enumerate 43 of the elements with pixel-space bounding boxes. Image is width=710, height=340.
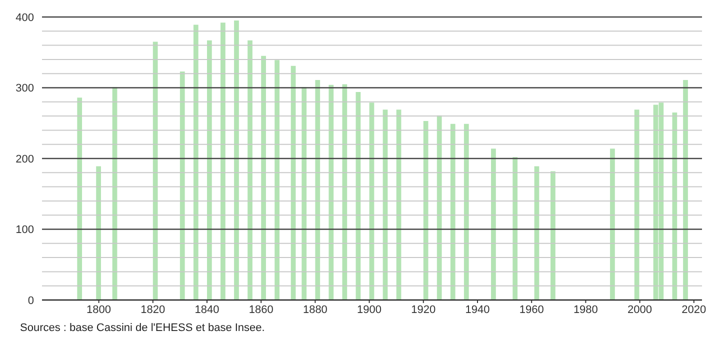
bar bbox=[315, 80, 320, 300]
x-tick-label: 1980 bbox=[573, 304, 598, 316]
x-tick-label: 1800 bbox=[86, 304, 112, 316]
bar bbox=[328, 84, 334, 300]
bar bbox=[683, 80, 688, 300]
y-tick-label: 300 bbox=[16, 82, 34, 95]
bar bbox=[274, 60, 280, 300]
bar bbox=[302, 87, 307, 300]
bar bbox=[491, 148, 496, 300]
x-tick-label: 1840 bbox=[194, 304, 220, 316]
x-tick-label: 1820 bbox=[140, 304, 166, 316]
bar bbox=[193, 24, 198, 300]
y-tick-label: 0 bbox=[28, 294, 34, 307]
x-tick-label: 1860 bbox=[248, 304, 274, 316]
y-tick-label: 200 bbox=[16, 153, 34, 166]
bar bbox=[77, 98, 82, 300]
bar bbox=[234, 20, 239, 300]
bar bbox=[450, 124, 456, 300]
bar bbox=[550, 171, 556, 300]
bar bbox=[342, 84, 348, 300]
bar bbox=[248, 40, 252, 300]
x-tick-label: 1880 bbox=[302, 304, 328, 316]
y-tick-label: 400 bbox=[16, 12, 34, 24]
bar bbox=[261, 56, 266, 300]
x-tick-label: 1940 bbox=[465, 304, 490, 316]
bar bbox=[152, 42, 158, 300]
bar bbox=[207, 40, 212, 300]
source-note: Sources : base Cassini de l'EHESS et base Insee. bbox=[20, 322, 266, 335]
bar bbox=[610, 148, 615, 300]
x-tick-label: 2020 bbox=[682, 304, 706, 316]
x-tick-label: 1900 bbox=[357, 304, 382, 316]
bar bbox=[220, 22, 226, 300]
bar bbox=[464, 124, 469, 300]
bar bbox=[512, 157, 518, 300]
bar bbox=[96, 166, 101, 300]
x-tick-label: 1920 bbox=[411, 304, 436, 316]
x-tick-label: 1960 bbox=[519, 304, 544, 316]
x-tick-label: 2000 bbox=[628, 304, 652, 316]
bar bbox=[436, 115, 442, 300]
y-tick-label: 100 bbox=[16, 224, 34, 236]
bar bbox=[180, 71, 185, 300]
bar bbox=[423, 121, 428, 300]
bar bbox=[672, 112, 678, 300]
